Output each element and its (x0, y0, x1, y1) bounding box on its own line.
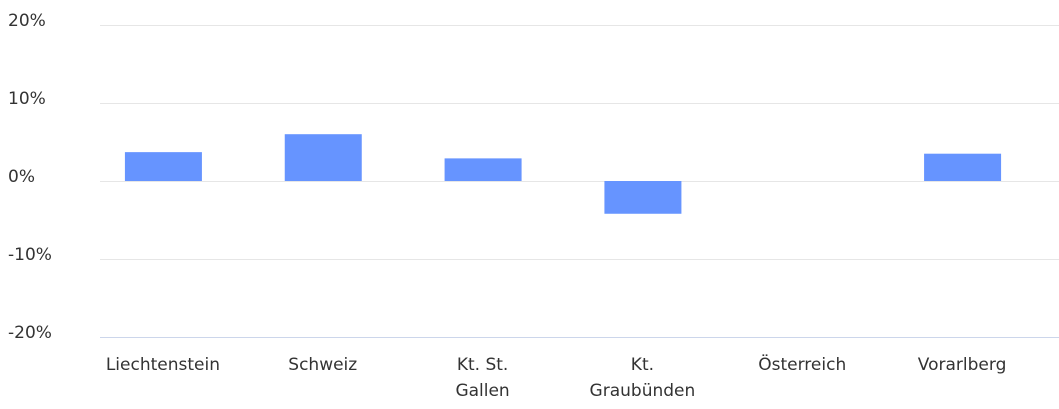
bar (124, 152, 202, 181)
x-tick-label: Kt. Graubünden (589, 355, 696, 401)
x-tick-label: Schweiz (288, 355, 358, 375)
x-tick-label: Kt. St. Gallen (455, 355, 510, 401)
y-tick-label: 10% (8, 89, 46, 109)
bar (924, 153, 1002, 181)
y-tick-label: 20% (8, 11, 46, 31)
x-tick-label: Vorarlberg (917, 355, 1007, 375)
x-tick-label: Liechtenstein (105, 355, 220, 375)
x-tick-label: Österreich (758, 355, 847, 375)
y-tick-label: -10% (8, 245, 52, 265)
bar (604, 181, 682, 214)
bar (284, 134, 362, 181)
y-tick-label: -20% (8, 323, 52, 343)
y-tick-label: 0% (8, 167, 35, 187)
bar (444, 158, 522, 181)
